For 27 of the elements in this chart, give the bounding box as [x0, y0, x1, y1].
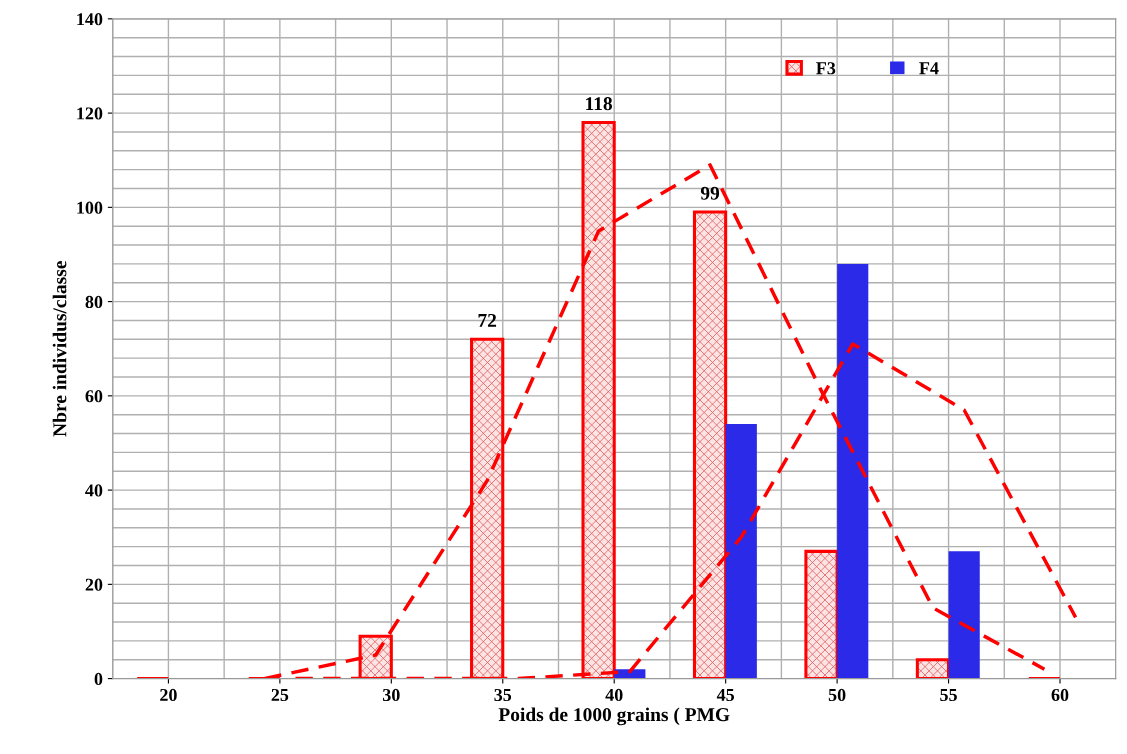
y-tick-label: 80 [85, 295, 103, 309]
x-axis-title: Poids de 1000 grains ( PMG [498, 707, 730, 726]
y-tick-label: 120 [77, 107, 103, 120]
x-tick-label: 45 [716, 688, 735, 702]
data-label: 99 [700, 186, 720, 200]
y-tick-label: 0 [94, 672, 103, 686]
bar [725, 424, 757, 679]
legend-label: F4 [919, 62, 939, 75]
x-tick-label: 50 [828, 688, 846, 702]
x-tick-label: 40 [605, 688, 623, 702]
bar [948, 551, 980, 679]
y-axis-title: Nbre individus/classe [52, 261, 67, 437]
x-tick-label: 25 [271, 688, 289, 702]
legend-label: F3 [816, 62, 836, 75]
bar [837, 263, 869, 679]
x-tick-label: 35 [494, 688, 512, 702]
y-tick-label: 140 [77, 13, 103, 26]
data-label: 118 [586, 97, 613, 111]
y-tick-label: 60 [85, 390, 103, 403]
x-tick-label: 55 [940, 689, 957, 702]
y-tick-label: 40 [85, 484, 103, 497]
x-tick-label: 60 [1051, 688, 1069, 702]
y-tick-label: 20 [85, 578, 103, 591]
data-label: 72 [478, 313, 497, 327]
x-tick-label: 30 [382, 688, 400, 702]
x-tick-label: 20 [160, 688, 177, 702]
y-tick-label: 100 [77, 201, 103, 214]
